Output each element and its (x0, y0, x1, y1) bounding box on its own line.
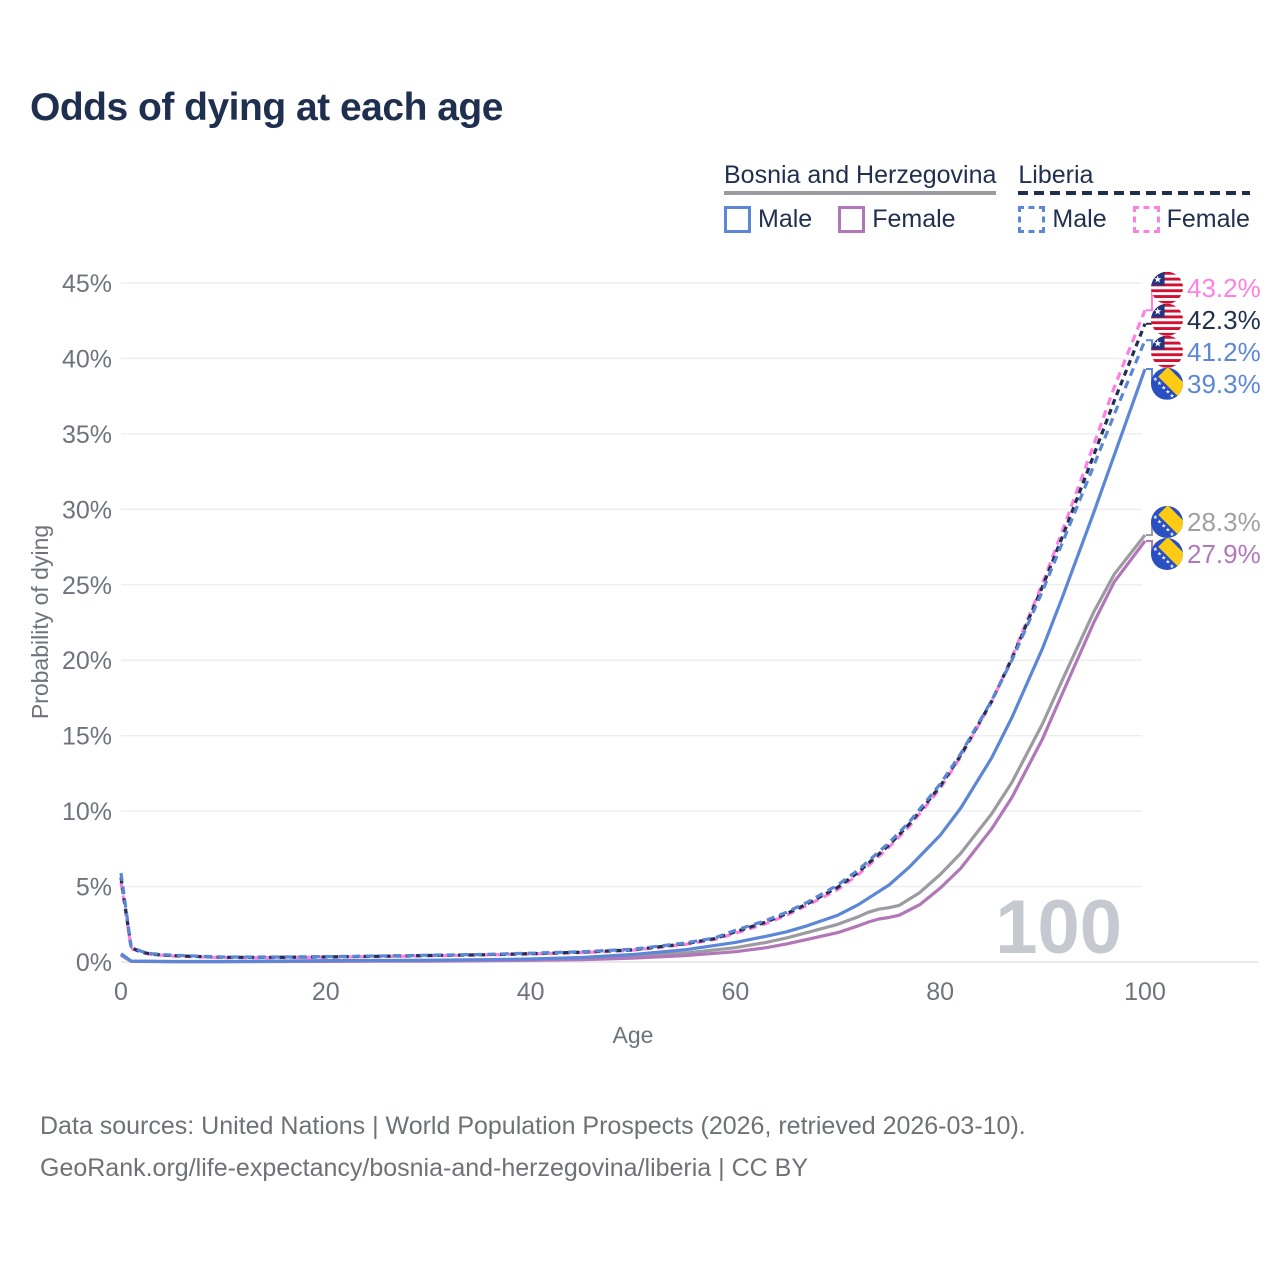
legend-label-bosnia-male: Male (758, 205, 813, 233)
liberia-flag-icon: ★ (1151, 303, 1183, 336)
y-tick-label: 20% (62, 647, 112, 675)
series-lines (119, 309, 1147, 964)
x-tick-label: 0 (114, 978, 128, 1006)
svg-text:★: ★ (1153, 514, 1158, 521)
end-label-value: 39.3% (1187, 369, 1261, 399)
y-tick-label: 45% (62, 270, 112, 298)
x-tick-label: 80 (926, 978, 954, 1006)
end-label-value: 41.2% (1187, 337, 1261, 367)
legend-item-bosnia-male: Male (724, 205, 812, 234)
end-label-value: 43.2% (1187, 273, 1261, 303)
x-tick-label: 20 (312, 978, 340, 1006)
x-axis-ticks: 0 20 40 60 80 100 (114, 978, 1166, 1006)
footer-attribution: GeoRank.org/life-expectancy/bosnia-and-h… (40, 1154, 809, 1182)
legend-label-liberia-male: Male (1052, 205, 1107, 233)
series-line-bosnia-male (120, 368, 1147, 964)
liberia-flag-icon: ★ (1151, 271, 1183, 304)
end-label-bosnia-both: ★★★★★ 28.3% (1146, 506, 1261, 539)
footer: Data sources: United Nations | World Pop… (40, 1105, 1026, 1189)
y-axis-title: Probability of dying (27, 525, 53, 719)
end-label-liberia-female: ★ 43.2% (1146, 271, 1261, 312)
end-label-value: 42.3% (1187, 305, 1261, 335)
x-tick-label: 100 (1124, 978, 1166, 1006)
svg-text:★: ★ (1170, 393, 1175, 400)
svg-text:★: ★ (1161, 523, 1166, 530)
liberia-line-style-sample (1018, 191, 1250, 195)
legend-group-liberia: Liberia Male Female (1018, 162, 1250, 234)
bosnia-male-swatch-icon (724, 206, 751, 233)
svg-text:★: ★ (1161, 384, 1166, 391)
svg-text:★: ★ (1165, 527, 1170, 534)
legend-item-bosnia-female: Female (838, 205, 956, 234)
legend-label-liberia-female: Female (1166, 205, 1250, 233)
y-tick-label: 10% (62, 798, 112, 826)
svg-text:★: ★ (1165, 559, 1170, 566)
y-tick-label: 30% (62, 496, 112, 524)
svg-text:★: ★ (1170, 563, 1175, 570)
series-line-liberia-female (119, 309, 1147, 960)
end-label-bosnia-male: ★★★★★ 39.3% (1146, 367, 1261, 400)
series-line-liberia-both (119, 323, 1147, 959)
y-tick-label: 5% (76, 874, 112, 902)
bosnia-flag-icon: ★★★★★ (1151, 506, 1184, 539)
svg-text:★: ★ (1165, 388, 1170, 395)
liberia-female-swatch-icon (1132, 206, 1160, 233)
end-label-bosnia-female: ★★★★★ 27.9% (1146, 538, 1261, 571)
legend-item-liberia-female: Female (1132, 205, 1250, 234)
legend-group-bosnia: Bosnia and Herzegovina Male Female (724, 161, 997, 234)
svg-text:★: ★ (1153, 546, 1158, 553)
y-tick-label: 40% (62, 345, 112, 373)
end-labels: ★ 43.2%★ 42.3%★ 41.2%★★★★★ 39.3%★★★★★ 28.3%★★… (1146, 271, 1261, 571)
end-label-value: 27.9% (1187, 539, 1261, 569)
gridlines (121, 282, 1258, 963)
y-tick-label: 0% (76, 949, 112, 977)
x-tick-label: 60 (721, 978, 749, 1006)
svg-text:★: ★ (1157, 380, 1162, 387)
svg-text:★: ★ (1153, 338, 1162, 349)
end-label-liberia-both: ★ 42.3% (1146, 303, 1261, 336)
legend: Bosnia and Herzegovina Male Female Liber… (724, 162, 1250, 234)
legend-country-bosnia: Bosnia and Herzegovina (724, 161, 997, 189)
end-label-value: 28.3% (1187, 507, 1261, 537)
svg-text:★: ★ (1157, 518, 1162, 525)
watermark-age: 100 (995, 885, 1122, 970)
footer-data-sources: Data sources: United Nations | World Pop… (40, 1112, 1026, 1140)
liberia-flag-icon: ★ (1151, 335, 1183, 368)
svg-text:★: ★ (1161, 555, 1166, 562)
svg-text:★: ★ (1153, 274, 1162, 285)
bosnia-line-style-sample (724, 191, 997, 195)
legend-item-liberia-male: Male (1018, 205, 1107, 234)
x-axis-title: Age (613, 1022, 654, 1048)
series-line-liberia-male (119, 339, 1147, 959)
liberia-male-swatch-icon (1018, 206, 1046, 233)
y-tick-label: 35% (62, 421, 112, 449)
series-line-bosnia-both (120, 534, 1147, 964)
series-line-bosnia-female (120, 540, 1147, 964)
legend-country-liberia: Liberia (1018, 161, 1094, 189)
legend-label-bosnia-female: Female (872, 205, 956, 233)
bosnia-flag-icon: ★★★★★ (1151, 367, 1184, 400)
page-title: Odds of dying at each age (30, 86, 503, 129)
x-tick-label: 40 (517, 978, 545, 1006)
svg-text:★: ★ (1157, 550, 1162, 557)
svg-text:★: ★ (1153, 376, 1158, 383)
end-label-liberia-male: ★ 41.2% (1146, 335, 1261, 368)
bosnia-flag-icon: ★★★★★ (1151, 538, 1184, 571)
y-tick-label: 15% (62, 723, 112, 751)
y-axis-ticks: 0% 5% 10% 15% 20% 25% 30% 35% 40% 45% (62, 270, 112, 977)
svg-text:★: ★ (1170, 531, 1175, 538)
y-tick-label: 25% (62, 572, 112, 600)
bosnia-female-swatch-icon (838, 206, 866, 233)
svg-text:★: ★ (1153, 306, 1162, 317)
